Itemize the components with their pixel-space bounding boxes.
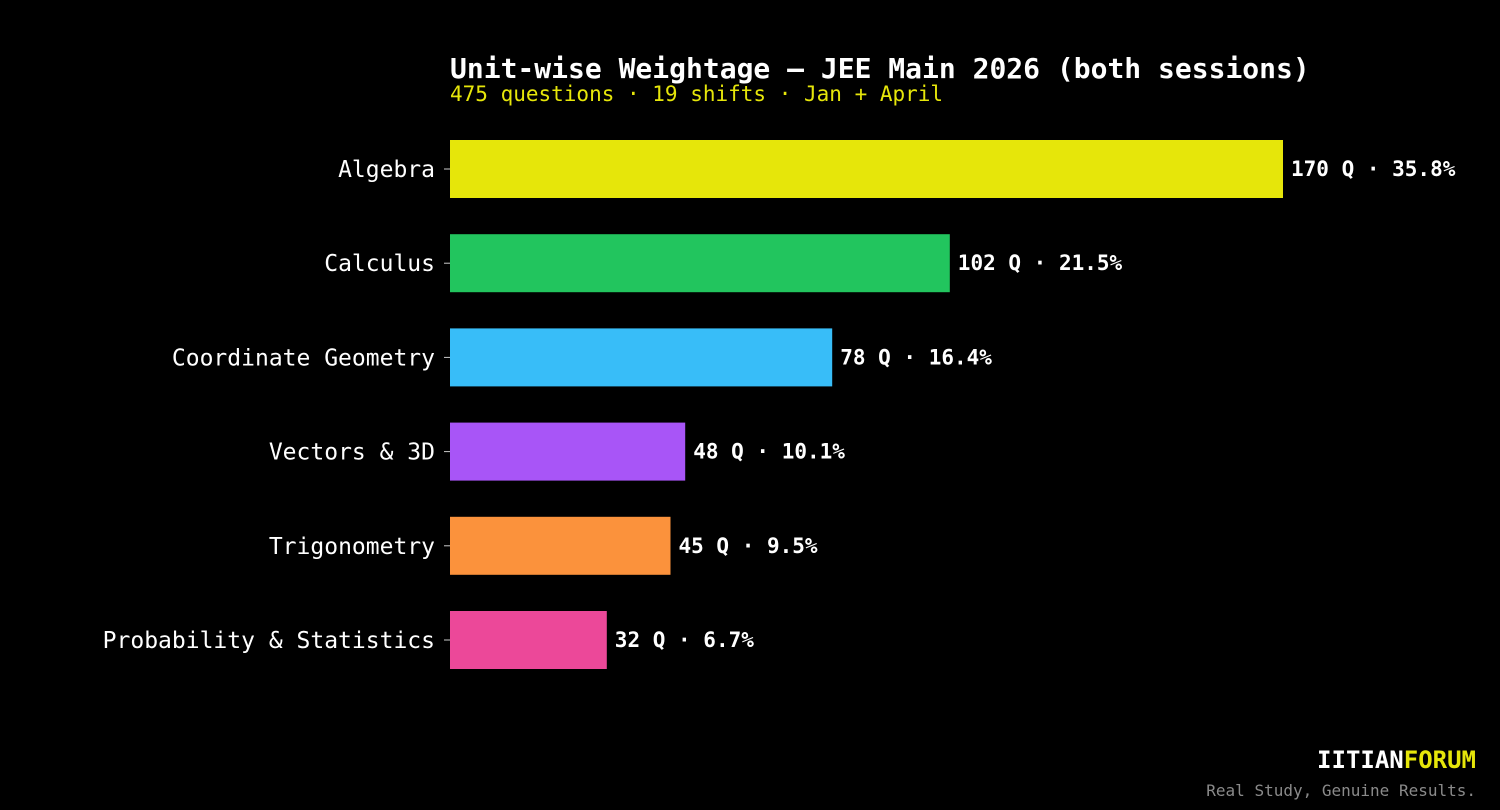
bar-5 <box>450 516 671 575</box>
y-tick-label: Trigonometry <box>269 534 435 560</box>
bar-data-label: 48 Q · 10.1% <box>693 440 845 464</box>
bar-3 <box>450 328 833 387</box>
y-tick-label: Probability & Statistics <box>103 628 435 654</box>
brand-name-part1: IITIAN <box>1317 746 1404 774</box>
bar-4 <box>450 422 686 481</box>
chart-title: Unit-wise Weightage — JEE Main 2026 (bot… <box>450 52 1310 85</box>
brand-name-part2: FORUM <box>1403 746 1476 774</box>
bar-data-label: 32 Q · 6.7% <box>615 628 754 652</box>
y-tick-label: Coordinate Geometry <box>172 345 435 371</box>
bar-6 <box>450 611 607 669</box>
y-tick-label: Vectors & 3D <box>269 440 435 466</box>
y-tick-label: Algebra <box>338 157 435 183</box>
brand-logo: IITIANFORUM <box>1317 746 1476 774</box>
y-tick-label: Calculus <box>324 251 435 277</box>
bar-data-label: 45 Q · 9.5% <box>679 534 818 558</box>
bar-data-label: 78 Q · 16.4% <box>840 345 992 369</box>
bar-data-label: 170 Q · 35.8% <box>1291 157 1456 181</box>
bar-1 <box>450 140 1283 198</box>
bar-data-label: 102 Q · 21.5% <box>958 251 1123 275</box>
bar-2 <box>450 234 950 293</box>
chart-subtitle: 475 questions · 19 shifts · Jan + April <box>450 82 944 106</box>
brand-tagline: Real Study, Genuine Results. <box>1206 781 1476 800</box>
